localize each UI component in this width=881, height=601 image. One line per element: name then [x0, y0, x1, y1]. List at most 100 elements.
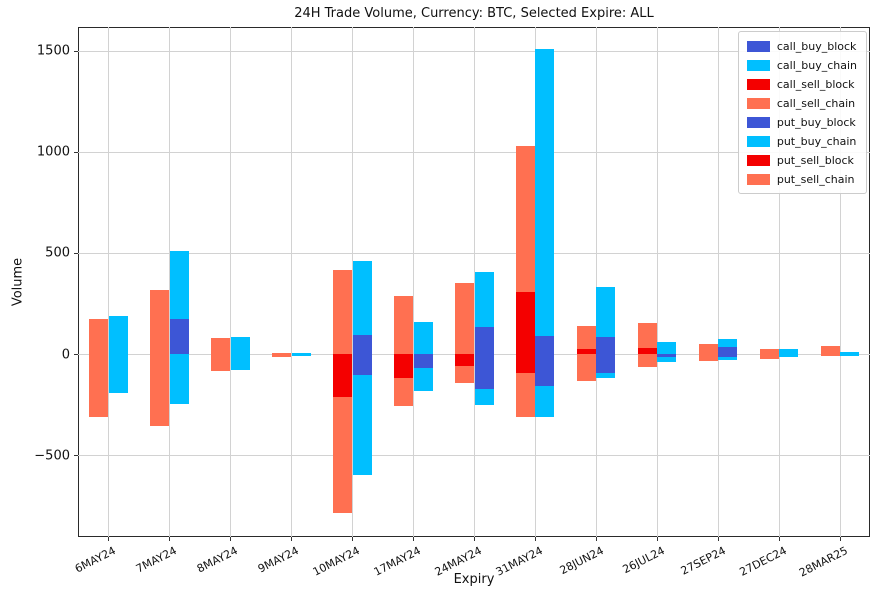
- y-axis-tick: [74, 50, 78, 52]
- y-axis-tick: [74, 455, 78, 457]
- legend-swatch-call_sell_block: [746, 78, 770, 90]
- legend-swatch-call_buy_chain: [746, 59, 770, 71]
- bar-segment-call_buy_chain: [352, 261, 372, 335]
- legend-swatch-put_buy_block: [746, 116, 770, 128]
- bar-segment-put_sell_chain: [394, 378, 414, 406]
- gridline-vertical: [413, 27, 415, 537]
- legend-item-put_sell_chain: put_sell_chain: [746, 171, 857, 187]
- x-axis-tick: [839, 537, 841, 541]
- y-tick-label: 1000: [36, 144, 70, 160]
- x-axis-tick: [778, 537, 780, 541]
- x-axis-label: Expiry: [453, 572, 495, 587]
- bar-segment-put_sell_block: [455, 354, 474, 367]
- bar-segment-call_sell_chain: [576, 325, 596, 349]
- bar-segment-call_buy_block: [352, 334, 372, 355]
- bar-segment-put_buy_block: [413, 354, 433, 369]
- bar-segment-call_sell_chain: [637, 322, 657, 348]
- bar-segment-call_sell_chain: [211, 337, 231, 355]
- bar-segment-put_buy_chain: [779, 354, 799, 358]
- bar-segment-call_sell_block: [576, 349, 596, 355]
- gridline-vertical: [595, 27, 597, 537]
- gridline-vertical: [717, 27, 719, 537]
- bar-segment-call_sell_chain: [515, 145, 535, 293]
- y-axis-tick: [74, 354, 78, 356]
- bar-segment-call_buy_chain: [840, 352, 860, 355]
- legend-swatch-call_buy_block: [746, 40, 770, 52]
- x-axis-tick: [352, 537, 354, 541]
- y-axis-tick: [74, 252, 78, 254]
- gridline-vertical: [778, 27, 780, 537]
- bar-segment-put_buy_chain: [352, 375, 372, 476]
- bar-segment-call_sell_chain: [89, 318, 109, 355]
- y-axis-tick: [74, 151, 78, 153]
- bar-segment-put_buy_chain: [413, 368, 433, 392]
- bar-segment-call_buy_block: [474, 326, 494, 355]
- legend-item-call_sell_block: call_sell_block: [746, 76, 857, 92]
- bar-segment-put_buy_block: [718, 354, 738, 358]
- bar-segment-call_buy_chain: [291, 353, 311, 355]
- bar-segment-call_sell_chain: [455, 283, 474, 355]
- bar-segment-put_buy_chain: [596, 373, 616, 379]
- bar-segment-call_sell_block: [637, 347, 657, 355]
- bar-segment-call_buy_chain: [596, 287, 616, 337]
- bar-segment-put_sell_block: [394, 354, 414, 379]
- bar-segment-call_sell_block: [515, 292, 535, 355]
- bar-segment-call_buy_chain: [535, 48, 555, 336]
- bar-segment-call_sell_chain: [150, 290, 170, 355]
- gridline-vertical: [656, 27, 658, 537]
- bar-segment-call_sell_chain: [759, 349, 779, 355]
- bar-segment-put_buy_chain: [657, 357, 677, 363]
- legend-swatch-put_buy_chain: [746, 135, 770, 147]
- legend-label: call_buy_chain: [776, 58, 857, 72]
- bar-segment-call_buy_chain: [413, 321, 433, 355]
- chart-title: 24H Trade Volume, Currency: BTC, Selecte…: [294, 6, 654, 21]
- legend-item-call_buy_chain: call_buy_chain: [746, 57, 857, 73]
- x-axis-tick: [595, 537, 597, 541]
- gridline-vertical: [230, 27, 232, 537]
- bar-segment-put_sell_chain: [150, 354, 170, 426]
- x-axis-tick: [534, 537, 536, 541]
- bar-segment-put_sell_chain: [637, 354, 657, 368]
- legend-item-put_sell_block: put_sell_block: [746, 152, 857, 168]
- x-axis-tick: [474, 537, 475, 541]
- gridline-vertical: [291, 27, 293, 537]
- bar-segment-put_sell_block: [515, 354, 535, 374]
- gridline-vertical: [108, 27, 110, 537]
- bar-segment-put_sell_chain: [820, 354, 840, 357]
- legend-label: put_sell_chain: [776, 172, 855, 186]
- bar-segment-put_sell_chain: [272, 354, 292, 358]
- bar-segment-put_buy_chain: [474, 389, 494, 405]
- legend-label: call_sell_block: [776, 77, 855, 91]
- bar-segment-put_buy_chain: [230, 354, 250, 371]
- y-tick-label: 0: [61, 347, 70, 363]
- bar-segment-put_sell_chain: [89, 354, 109, 417]
- x-axis-tick: [108, 537, 110, 541]
- bar-segment-put_sell_chain: [698, 354, 718, 362]
- bar-segment-call_buy_chain: [169, 250, 189, 319]
- x-axis-tick: [291, 537, 293, 541]
- bar-segment-call_sell_chain: [333, 270, 353, 355]
- bar-segment-put_sell_chain: [455, 366, 474, 384]
- bar-segment-call_buy_chain: [718, 338, 738, 347]
- bar-segment-put_buy_chain: [535, 386, 555, 417]
- x-axis-tick: [230, 537, 232, 541]
- legend-swatch-call_sell_chain: [746, 97, 770, 109]
- bar-segment-call_sell_chain: [698, 343, 718, 355]
- legend-label: call_sell_chain: [776, 96, 856, 110]
- bar-segment-put_buy_chain: [840, 354, 860, 356]
- bar-segment-put_buy_chain: [108, 354, 128, 394]
- bar-segment-call_buy_block: [596, 336, 616, 355]
- y-tick-label: −500: [34, 448, 70, 464]
- bar-segment-call_sell_chain: [272, 353, 292, 355]
- bar-segment-call_buy_chain: [108, 315, 128, 355]
- bar-segment-put_buy_block: [657, 354, 677, 358]
- legend-label: put_buy_chain: [776, 134, 857, 148]
- bar-segment-put_buy_block: [535, 354, 555, 387]
- legend-item-put_buy_block: put_buy_block: [746, 114, 857, 130]
- bar-segment-call_sell_chain: [394, 296, 414, 355]
- bar-segment-put_buy_block: [474, 354, 494, 390]
- x-axis-tick: [169, 537, 171, 541]
- bar-segment-call_buy_chain: [230, 336, 250, 355]
- legend-swatch-put_sell_block: [746, 154, 770, 166]
